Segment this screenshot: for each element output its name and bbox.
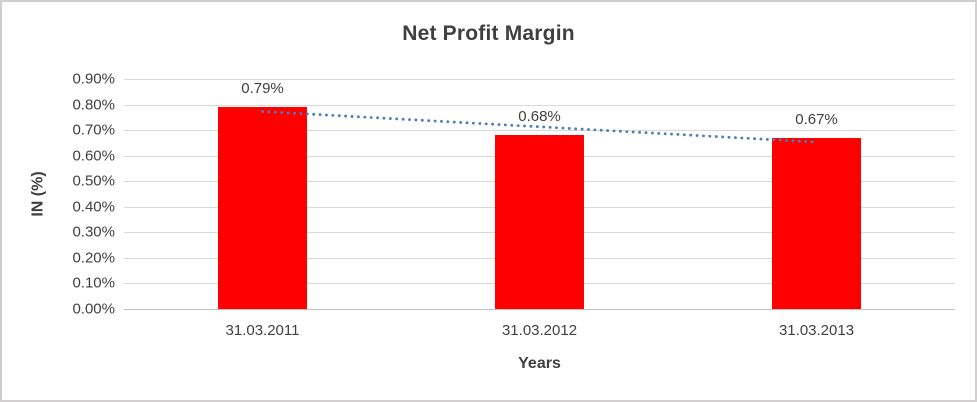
y-tick-label: 0.80% (72, 96, 115, 114)
y-tick-label: 0.00% (72, 300, 115, 318)
gridline (124, 104, 955, 106)
y-tick-label: 0.10% (72, 274, 115, 292)
x-axis-title: Years (518, 355, 561, 372)
y-tick-label: 0.40% (72, 198, 115, 216)
chart-title: Net Profit Margin (402, 22, 575, 45)
gridline (124, 309, 955, 310)
y-tick-label: 0.60% (72, 147, 115, 165)
gridline (124, 79, 955, 80)
x-tick-label: 31.03.2011 (225, 322, 300, 339)
y-tick-label: 0.70% (72, 121, 115, 139)
y-tick-label: 0.90% (72, 70, 115, 88)
x-tick-label: 31.03.2013 (778, 322, 855, 339)
bar (772, 137, 861, 309)
plot-area: 0.79% 0.68% 0.67% (124, 79, 955, 310)
y-tick-label: 0.20% (72, 249, 115, 267)
bar (218, 107, 307, 309)
bar-value-label: 0.68% (518, 108, 561, 126)
x-tick-label: 31.03.2012 (501, 322, 578, 339)
bar-value-label: 0.79% (241, 80, 284, 98)
bar-value-label: 0.67% (795, 110, 838, 128)
bar (495, 135, 584, 309)
y-tick-label: 0.30% (72, 223, 115, 241)
y-tick-label: 0.50% (72, 172, 115, 190)
gridline (124, 130, 955, 132)
y-axis-tick-labels: 0.00% 0.10% 0.20% 0.30% 0.40% 0.50% 0.60% 0.70%… (2, 71, 115, 318)
